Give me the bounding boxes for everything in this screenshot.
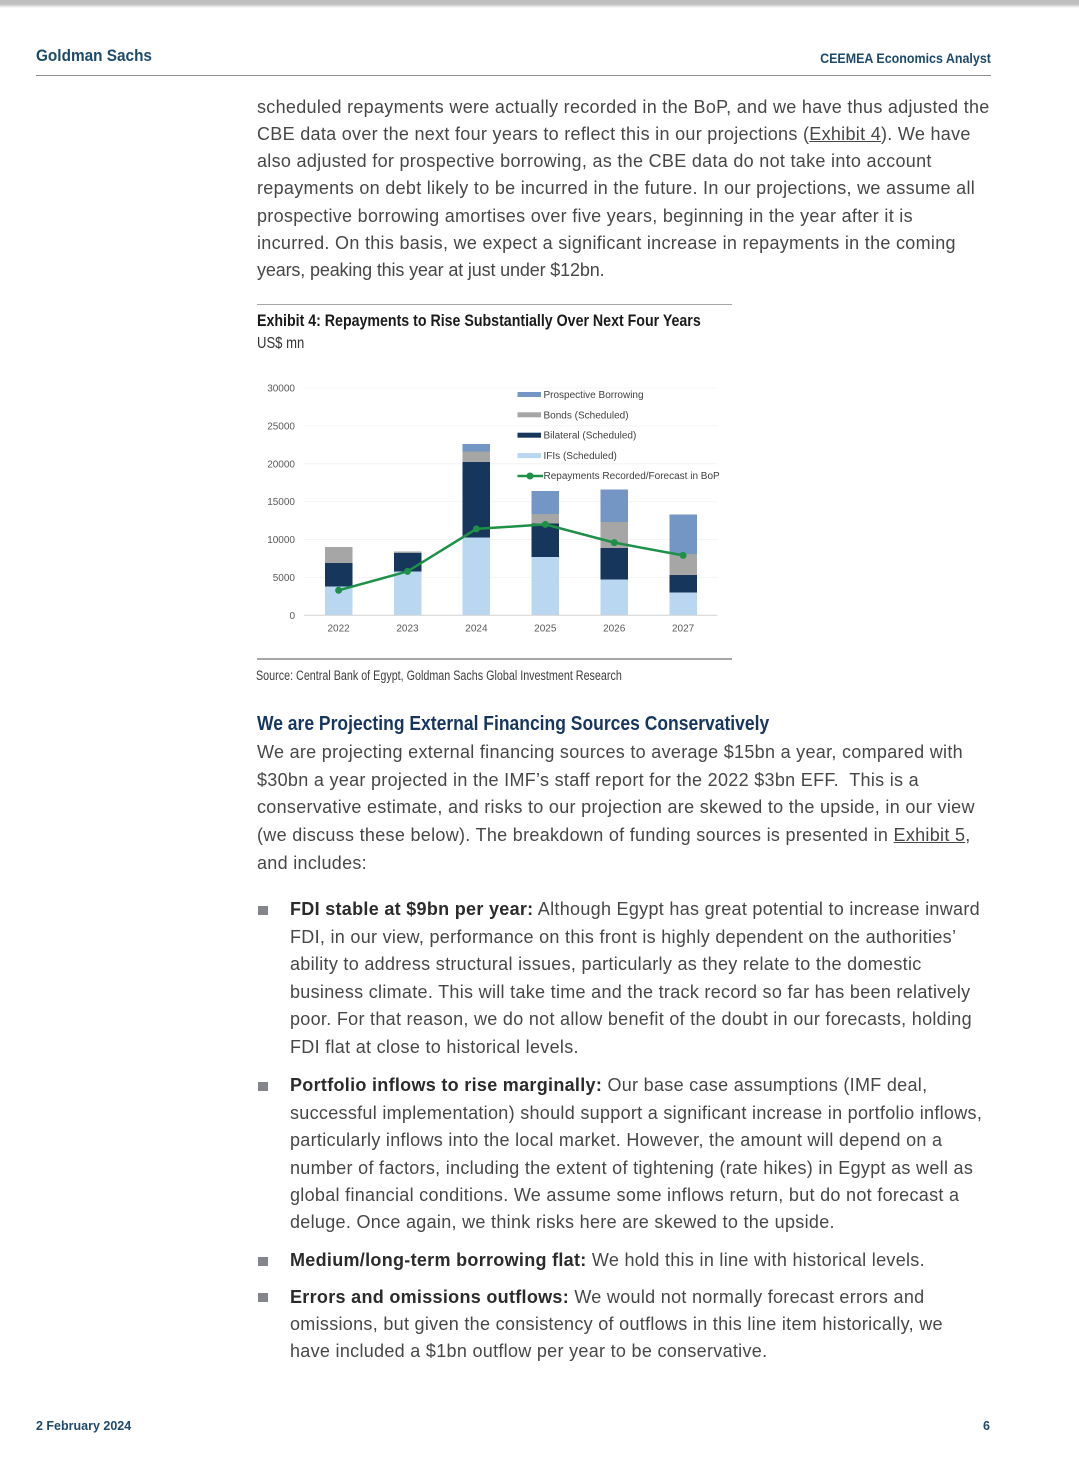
svg-text:Repayments Recorded/Forecast i: Repayments Recorded/Forecast in BoP — [544, 471, 721, 482]
svg-text:20000: 20000 — [267, 459, 295, 470]
svg-text:5000: 5000 — [273, 573, 296, 584]
svg-text:15000: 15000 — [267, 497, 295, 508]
svg-text:2025: 2025 — [534, 624, 557, 635]
svg-text:2027: 2027 — [672, 624, 695, 635]
svg-text:30000: 30000 — [267, 384, 295, 395]
svg-text:2023: 2023 — [396, 624, 419, 635]
svg-text:Bilateral (Scheduled): Bilateral (Scheduled) — [544, 431, 637, 442]
svg-text:10000: 10000 — [267, 535, 295, 546]
svg-text:2024: 2024 — [465, 624, 488, 635]
svg-text:0: 0 — [289, 611, 295, 622]
svg-text:2026: 2026 — [603, 624, 626, 635]
svg-text:25000: 25000 — [267, 421, 295, 432]
svg-text:2022: 2022 — [327, 624, 350, 635]
svg-text:IFIs (Scheduled): IFIs (Scheduled) — [544, 451, 617, 462]
svg-text:Bonds (Scheduled): Bonds (Scheduled) — [544, 410, 629, 421]
svg-text:Prospective Borrowing: Prospective Borrowing — [544, 390, 644, 401]
